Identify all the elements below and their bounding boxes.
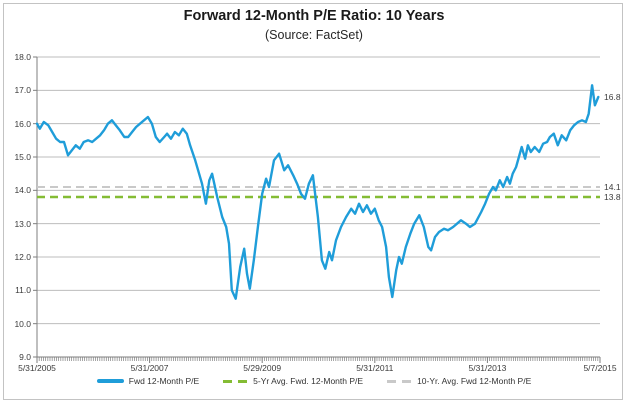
legend-item: 5-Yr Avg. Fwd. 12-Month P/E <box>223 376 363 386</box>
chart-subtitle: (Source: FactSet) <box>265 28 363 42</box>
y-axis-tick-label: 11.0 <box>15 285 31 296</box>
chart-frame <box>3 3 623 400</box>
series-end-label: 16.8 <box>604 92 621 102</box>
legend-dashed-line-swatch <box>223 379 249 383</box>
x-axis-minor-ticks <box>36 357 601 361</box>
legend-solid-line-swatch <box>96 379 124 383</box>
y-axis-tick-label: 13.0 <box>14 218 31 229</box>
legend: Fwd 12-Month P/E 5-Yr Avg. Fwd. 12-Month … <box>0 376 628 386</box>
y-axis-tick-label: 12.0 <box>14 252 31 262</box>
legend-item-label: 5-Yr Avg. Fwd. 12-Month P/E <box>253 376 364 386</box>
x-axis-tick-label: 5/31/2005 <box>18 363 56 373</box>
legend-item-label: 10-Yr. Avg. Fwd 12-Month P/E <box>417 376 532 386</box>
y-axis-tick-label: 18.0 <box>14 52 31 62</box>
x-axis-tick-label: 5/31/2007 <box>130 363 169 373</box>
legend-item-label: Fwd 12-Month P/E <box>128 376 200 386</box>
x-axis-tick-label: 5/31/2013 <box>468 363 507 373</box>
x-axis-tick-label: 5/29/2009 <box>243 363 282 373</box>
y-axis-tick-label: 14.0 <box>14 185 31 196</box>
x-axis-tick-label: 5/31/2011 <box>356 363 394 373</box>
legend-dashed-line-swatch <box>387 379 413 383</box>
y-axis-tick-label: 17.0 <box>14 85 31 96</box>
x-axis-tick-label: 5/7/2015 <box>583 363 617 373</box>
y-axis-tick-label: 15.0 <box>14 152 31 162</box>
series-end-label: 14.1 <box>604 182 621 192</box>
legend-item: Fwd 12-Month P/E <box>96 376 200 386</box>
pe-ratio-line <box>35 84 600 300</box>
y-axis-tick-label: 9.0 <box>19 352 31 362</box>
series-end-label: 13.8 <box>604 192 621 202</box>
y-axis-tick-label: 16.0 <box>14 118 31 129</box>
legend-item: 10-Yr. Avg. Fwd 12-Month P/E <box>387 376 531 386</box>
y-axis-tick-label: 10.0 <box>14 318 31 329</box>
chart-title: Forward 12-Month P/E Ratio: 10 Years <box>183 8 445 24</box>
